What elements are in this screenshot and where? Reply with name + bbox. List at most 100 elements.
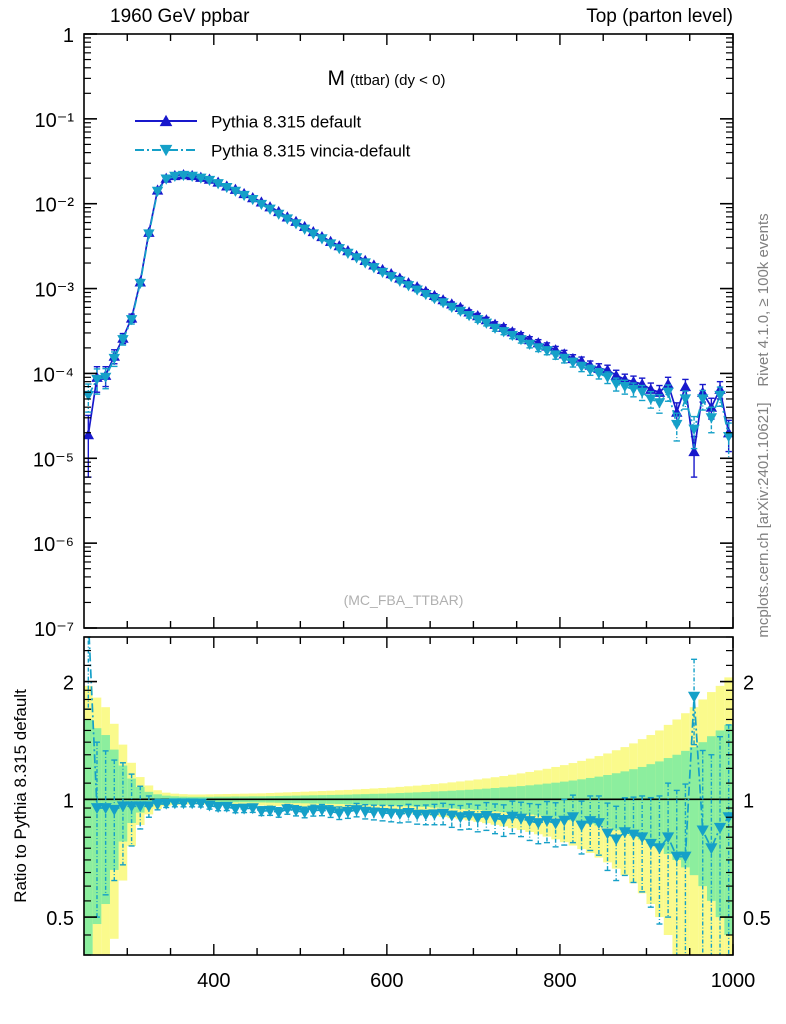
ratio-y-tick-label-right: 2: [743, 673, 754, 695]
ratio-data-marker: [393, 809, 406, 821]
data-marker: [697, 394, 709, 405]
ratio-band-inner: [637, 766, 647, 840]
header-right: Top (parton level): [586, 6, 733, 27]
ratio-data-marker: [315, 805, 329, 817]
ratio-band-inner: [603, 774, 612, 828]
ratio-y-tick-label-right: 1: [743, 790, 754, 812]
ratio-data-marker: [402, 808, 415, 819]
data-marker: [333, 244, 345, 255]
legend-marker: [159, 114, 173, 127]
data-marker: [281, 214, 294, 225]
ratio-data-marker: [713, 822, 727, 834]
data-marker: [84, 390, 95, 402]
ratio-data-marker: [203, 800, 216, 812]
ratio-data-marker: [497, 814, 510, 826]
series-vincia: [84, 170, 733, 459]
y-tick-label: 10⁻¹: [35, 110, 75, 132]
ratio-data-marker: [411, 809, 424, 821]
data-marker: [523, 339, 536, 350]
ratio-data-marker: [289, 805, 303, 817]
data-marker: [437, 298, 449, 309]
data-marker: [221, 182, 233, 194]
data-marker: [671, 419, 683, 431]
ratio-data-marker: [653, 843, 666, 855]
ratio-data-marker: [471, 813, 484, 824]
data-marker: [402, 281, 415, 292]
data-marker: [203, 175, 216, 187]
ratio-data-marker: [419, 809, 432, 821]
ratio-data-marker: [359, 806, 372, 818]
data-marker: [177, 170, 190, 182]
data-marker: [515, 335, 527, 346]
ratio-data-marker: [168, 798, 181, 810]
series-default: [84, 169, 733, 478]
y-tick-label: 10⁻⁵: [33, 449, 74, 471]
data-marker: [662, 378, 674, 389]
ratio-data-marker: [592, 818, 605, 829]
data-marker: [195, 173, 207, 184]
ratio-data-marker: [116, 801, 130, 813]
ratio-data-marker: [661, 832, 675, 844]
data-marker: [134, 278, 146, 290]
data-marker: [575, 362, 588, 373]
data-marker: [653, 398, 666, 409]
ratio-data-marker: [134, 801, 147, 813]
ratio-data-marker: [532, 818, 545, 829]
ratio-y-tick-label: 2: [63, 673, 74, 695]
ratio-data-marker: [151, 799, 164, 811]
ratio-data-marker: [679, 851, 692, 863]
data-marker: [238, 190, 250, 202]
data-marker: [84, 429, 95, 440]
ratio-band-inner: [611, 773, 621, 831]
ratio-band-inner: [655, 761, 664, 849]
errorbar: [690, 415, 698, 450]
data-marker: [428, 294, 441, 305]
data-marker: [463, 311, 475, 322]
data-marker: [480, 318, 493, 329]
watermark-label: (MC_FBA_TTBAR): [344, 592, 464, 608]
ratio-data-marker: [324, 806, 337, 818]
ratio-data-marker: [549, 818, 562, 830]
data-marker: [601, 372, 614, 383]
ratio-data-marker: [687, 691, 701, 703]
data-marker: [117, 335, 129, 346]
data-marker: [272, 209, 285, 220]
ratio-data-marker: [212, 802, 225, 813]
data-marker: [385, 272, 397, 283]
ratio-band-inner: [127, 778, 136, 823]
data-marker: [722, 432, 733, 443]
data-marker: [350, 253, 363, 264]
data-marker: [688, 445, 700, 457]
ratio-band-inner: [672, 754, 682, 860]
ratio-data-marker: [601, 828, 614, 840]
ratio-panel-frame: [83, 636, 734, 956]
legend-label: Pythia 8.315 vincia-default: [211, 142, 411, 161]
data-marker: [91, 374, 103, 386]
ratio-data-marker: [670, 851, 683, 863]
ratio-data-marker: [263, 805, 277, 817]
ratio-data-marker: [558, 815, 571, 827]
ratio-axis-title: Ratio to Pythia 8.315 default: [11, 689, 30, 903]
legend-marker: [159, 144, 173, 157]
errorbar: [85, 383, 92, 413]
data-marker: [255, 199, 268, 211]
y-tick-label: 1: [63, 25, 74, 47]
side-label-rivet: Rivet 4.1.0, ≥ 100k events: [755, 213, 772, 386]
data-marker: [151, 186, 164, 197]
data-marker: [532, 343, 545, 354]
ratio-data-marker: [627, 829, 640, 841]
ratio-data-marker: [272, 807, 285, 819]
data-marker: [662, 387, 674, 398]
data-marker: [584, 365, 596, 376]
data-marker: [610, 369, 622, 380]
data-marker: [411, 285, 423, 296]
data-marker: [627, 384, 640, 395]
data-marker: [497, 327, 510, 338]
data-marker: [679, 394, 692, 405]
ratio-data-marker: [142, 801, 156, 813]
data-marker: [454, 306, 467, 317]
data-marker: [298, 224, 311, 235]
plot-title-sub: (ttbar) (dy < 0): [350, 72, 445, 89]
ratio-data-marker: [705, 843, 718, 855]
data-marker: [125, 315, 138, 326]
